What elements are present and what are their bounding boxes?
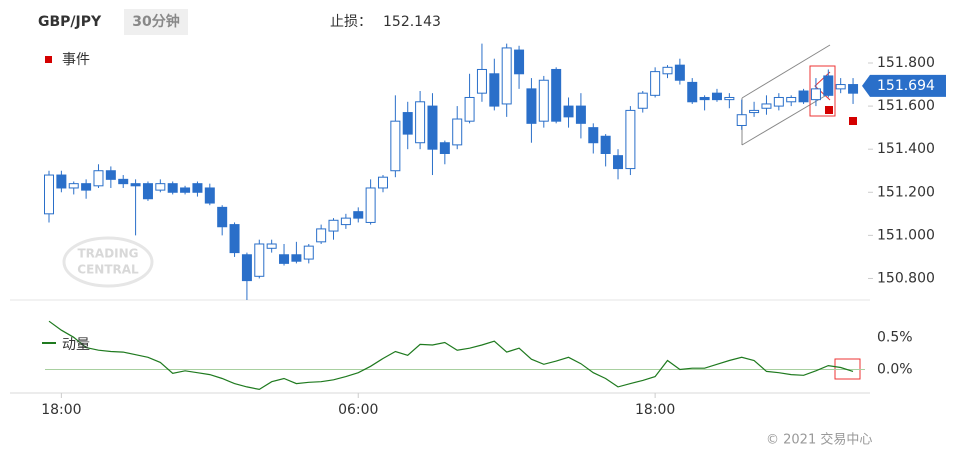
candle-body bbox=[514, 49, 525, 75]
candle-body bbox=[613, 155, 624, 170]
candle-body bbox=[377, 176, 388, 189]
event-marker[interactable] bbox=[825, 106, 833, 114]
candle-body bbox=[229, 224, 240, 254]
candle-body bbox=[340, 217, 351, 226]
candle-body bbox=[650, 71, 661, 96]
candle-body bbox=[415, 101, 426, 144]
last-price-label: 151.694 bbox=[877, 78, 935, 94]
candle-body bbox=[464, 96, 475, 122]
candle-body bbox=[749, 109, 760, 114]
events-legend-swatch bbox=[45, 56, 52, 63]
candle-body bbox=[637, 92, 648, 109]
candle-body bbox=[56, 174, 67, 189]
candle-body bbox=[303, 245, 314, 260]
candle-body bbox=[563, 105, 574, 118]
candle-body bbox=[279, 254, 290, 264]
candle-body bbox=[167, 183, 178, 193]
candle-body bbox=[291, 254, 302, 262]
watermark-ring bbox=[62, 236, 154, 288]
candle-body bbox=[724, 96, 735, 101]
candle-body bbox=[773, 96, 784, 107]
candle-body bbox=[452, 118, 463, 146]
candle-body bbox=[180, 187, 191, 193]
y-tick-label: 151.000 bbox=[877, 227, 935, 243]
candle-body bbox=[217, 206, 228, 228]
y-tick-label: 150.800 bbox=[877, 270, 935, 286]
candle-body bbox=[68, 183, 79, 189]
candle-body bbox=[662, 66, 673, 75]
timeframe[interactable]: 30分钟 bbox=[132, 13, 179, 30]
x-tick-label: 18:00 bbox=[41, 402, 81, 418]
candle-body bbox=[674, 64, 685, 81]
stop-loss-value: 152.143 bbox=[383, 14, 441, 30]
candle-body bbox=[588, 127, 599, 144]
candle-body bbox=[476, 68, 487, 94]
candle-body bbox=[390, 120, 401, 172]
y-tick-label: 0.0% bbox=[877, 361, 913, 377]
candle-body bbox=[538, 79, 549, 122]
candle-body bbox=[105, 170, 116, 180]
stop-loss-label: 止损： bbox=[330, 14, 372, 30]
candle-body bbox=[501, 47, 512, 105]
candle-body bbox=[328, 219, 339, 232]
y-tick-label: 151.800 bbox=[877, 55, 935, 71]
candle-body bbox=[266, 243, 277, 249]
candle-body bbox=[835, 84, 846, 90]
candle-body bbox=[823, 75, 834, 96]
x-tick-label: 06:00 bbox=[338, 402, 378, 418]
candle-body bbox=[316, 228, 327, 243]
y-tick-label: 151.200 bbox=[877, 184, 935, 200]
event-marker[interactable] bbox=[849, 117, 857, 125]
candle-body bbox=[798, 90, 809, 103]
candle-body bbox=[848, 84, 859, 94]
momentum-line bbox=[48, 320, 854, 391]
candle-body bbox=[551, 68, 562, 122]
y-tick-label: 151.600 bbox=[877, 98, 935, 114]
candle-body bbox=[526, 88, 537, 124]
candle-body bbox=[254, 243, 265, 277]
candle-body bbox=[575, 105, 586, 124]
y-tick-label: 151.400 bbox=[877, 141, 935, 157]
legend-label: 动量 bbox=[62, 337, 90, 353]
candle-body bbox=[353, 211, 364, 219]
pattern-box bbox=[809, 65, 836, 117]
candle-body bbox=[786, 96, 797, 103]
candle-body bbox=[600, 135, 611, 154]
candle-body bbox=[142, 183, 153, 200]
candle-body bbox=[625, 109, 636, 170]
watermark: TRADING bbox=[77, 247, 138, 261]
timeframe-button[interactable] bbox=[124, 9, 188, 35]
candle-body bbox=[687, 81, 698, 103]
candle-body bbox=[204, 187, 215, 204]
candle-body bbox=[130, 183, 141, 187]
candle-body bbox=[93, 170, 104, 187]
candle-body bbox=[736, 114, 747, 126]
candle-body bbox=[118, 178, 129, 185]
candle-body bbox=[761, 103, 772, 109]
channel-upper bbox=[741, 44, 831, 99]
symbol: GBP/JPY bbox=[38, 14, 102, 30]
candle-body bbox=[365, 187, 376, 223]
candle-body bbox=[711, 92, 722, 101]
candle-body bbox=[241, 254, 252, 282]
candle-body bbox=[810, 88, 821, 101]
candle-body bbox=[192, 183, 203, 193]
channel-lower bbox=[741, 92, 831, 146]
candle-body bbox=[489, 73, 500, 107]
watermark: CENTRAL bbox=[77, 263, 139, 277]
candle-body bbox=[699, 96, 710, 101]
candle-body bbox=[402, 112, 413, 135]
candle-body bbox=[44, 174, 54, 215]
copyright: © 2021 交易中心 bbox=[766, 432, 872, 448]
y-tick-label: 0.5% bbox=[877, 329, 913, 345]
candle-body bbox=[81, 183, 92, 191]
candle-body bbox=[155, 183, 166, 191]
x-tick-label: 18:00 bbox=[635, 402, 675, 418]
events-legend: 事件 bbox=[62, 52, 90, 68]
last-price-tag bbox=[862, 74, 946, 97]
candle-body bbox=[427, 105, 438, 150]
candle-body bbox=[439, 142, 450, 154]
